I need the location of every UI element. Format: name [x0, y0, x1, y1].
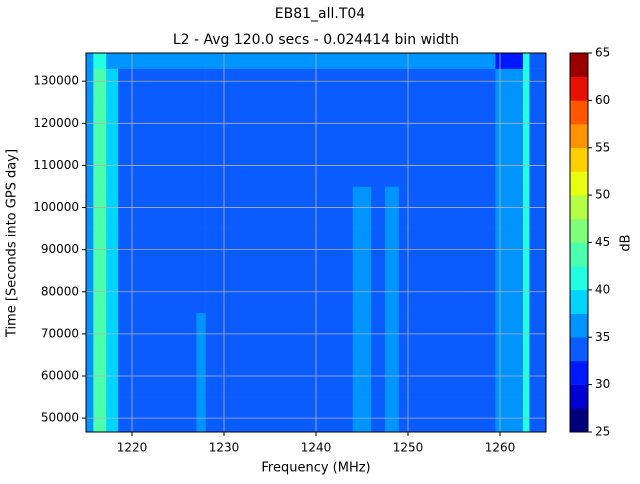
heatmap-cell: [205, 68, 354, 103]
heatmap-cell: [196, 397, 206, 433]
x-tick-label: 1220: [117, 441, 148, 455]
heatmap-cell: [106, 397, 119, 433]
heatmap-cell: [86, 53, 94, 69]
heatmap-cell: [352, 68, 372, 103]
heatmap-cell: [523, 397, 530, 433]
colorbar-tick-label: 60: [595, 93, 610, 107]
heatmap-cell: [106, 53, 119, 69]
heatmap-cell: [118, 53, 197, 69]
heatmap-cell: [385, 397, 400, 433]
x-axis-label: Frequency (MHz): [261, 461, 370, 476]
colorbar-band: [570, 289, 588, 314]
heatmap-cell: [523, 53, 530, 69]
heatmap-cell: [398, 53, 496, 69]
y-tick-label: 70000: [41, 326, 79, 340]
heatmap-cell: [86, 68, 94, 103]
heatmap-cell: [495, 53, 524, 69]
x-tick-label: 1240: [301, 441, 332, 455]
y-axis-label: Time [Seconds into GPS day]: [5, 149, 20, 338]
y-tick-label: 100000: [33, 200, 79, 214]
colorbar-tick-label: 35: [595, 330, 610, 344]
heatmap-cell: [398, 68, 496, 103]
heatmap-cell: [529, 397, 547, 433]
plot-frame: [85, 52, 547, 433]
y-tick-label: 130000: [33, 74, 79, 88]
colorbar-tick-label: 45: [595, 235, 610, 249]
colorbar-tick-label: 25: [595, 425, 610, 439]
heatmap-cell: [529, 68, 547, 103]
colorbar-band: [570, 76, 588, 101]
heatmap-cell: [385, 68, 400, 103]
colorbar-band: [570, 195, 588, 220]
colorbar-band: [570, 266, 588, 291]
heatmap-cell: [523, 68, 530, 103]
heatmap-cell: [93, 53, 107, 69]
heatmap-cell: [118, 68, 197, 103]
colorbar-band: [570, 53, 588, 77]
colorbar-tick-label: 50: [595, 188, 610, 202]
colorbar-tick-label: 55: [595, 140, 610, 154]
x-tick-label: 1230: [209, 441, 240, 455]
heatmap-cell: [495, 397, 524, 433]
colorbar-label: dB: [619, 234, 634, 251]
colorbar-band: [570, 242, 588, 267]
heatmap-cell: [352, 397, 372, 433]
colorbar-band: [570, 171, 588, 196]
heatmap-cell: [86, 397, 94, 433]
y-tick-label: 90000: [41, 242, 79, 256]
chart-subtitle: L2 - Avg 120.0 secs - 0.024414 bin width: [173, 32, 459, 48]
heatmap-cell: [529, 53, 547, 69]
y-tick-label: 80000: [41, 284, 79, 298]
heatmap-cell: [371, 53, 386, 69]
colorbar-band: [570, 313, 588, 338]
heatmap-cell: [495, 68, 524, 103]
heatmap-cell: [205, 53, 354, 69]
colorbar-tick-label: 40: [595, 282, 610, 296]
y-tick-label: 110000: [33, 158, 79, 172]
heatmap-cell: [371, 68, 386, 103]
chart-title: EB81_all.T04: [275, 6, 366, 22]
heatmap-cell: [352, 53, 372, 69]
heatmap-cell: [205, 397, 354, 433]
heatmap-cell: [196, 53, 206, 69]
colorbar-band: [570, 100, 588, 125]
colorbar-band: [570, 337, 588, 362]
heatmap-cell: [371, 397, 386, 433]
x-tick-label: 1250: [393, 441, 424, 455]
colorbar-band: [570, 408, 588, 433]
colorbar-band: [570, 384, 588, 409]
y-tick-label: 120000: [33, 116, 79, 130]
colorbar-tick-label: 65: [595, 46, 610, 60]
y-tick-label: 50000: [41, 411, 79, 425]
heatmap-cell: [196, 68, 206, 103]
heatmap-cell: [93, 397, 107, 433]
heatmap-cell: [93, 68, 107, 103]
colorbar-band: [570, 218, 588, 243]
colorbar-tick-label: 30: [595, 377, 610, 391]
colorbar-band: [570, 360, 588, 385]
y-tick-label: 60000: [41, 368, 79, 382]
heatmap-cell: [106, 68, 119, 103]
colorbar-band: [570, 147, 588, 172]
colorbar-band: [570, 124, 588, 149]
x-tick-label: 1260: [485, 441, 516, 455]
heatmap-cell: [385, 53, 400, 69]
heatmap-cell: [118, 397, 197, 433]
heatmap-cell: [398, 397, 496, 433]
